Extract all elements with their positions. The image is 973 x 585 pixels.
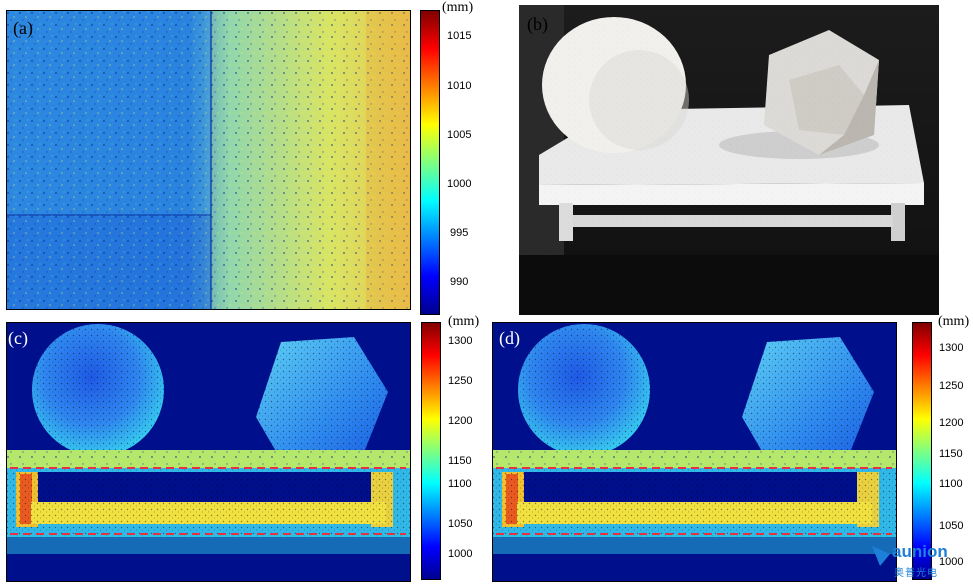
colorbar-top-unit: (mm): [442, 0, 474, 15]
colorbar-top-tick: 1010: [447, 80, 472, 92]
colorbar-c: [421, 322, 441, 580]
panel-a-depth-map: [6, 10, 411, 310]
watermark-logo: aunion 奥普光电: [872, 540, 972, 584]
colorbar-d-tick: 1150: [939, 448, 963, 460]
colorbar-d: [912, 322, 932, 580]
colorbar-c-tick: 1100: [448, 478, 472, 490]
colorbar-top-tick: 995: [450, 227, 469, 239]
colorbar-top-tick: 990: [450, 276, 469, 288]
colorbar-d-tick: 1000: [939, 556, 964, 568]
colorbar-d-unit: (mm): [938, 314, 970, 329]
colorbar-top: [420, 10, 440, 315]
panel-d-depth-map: [492, 322, 897, 582]
colorbar-c-tick: 1250: [448, 375, 473, 387]
colorbar-top-tick: 1015: [447, 30, 472, 42]
colorbar-d-tick: 1300: [939, 342, 964, 354]
colorbar-top-tick: 1005: [447, 129, 472, 141]
colorbar-c-tick: 1300: [448, 335, 473, 347]
panel-a-label: (a): [13, 18, 33, 38]
panel-c-depth-map: [6, 322, 411, 582]
watermark-arrow-icon: [872, 546, 890, 566]
colorbar-d-tick: 1250: [939, 380, 964, 392]
colorbar-d-tick: 1100: [939, 478, 963, 490]
watermark-brand: aunion: [892, 542, 948, 561]
colorbar-top-tick: 1000: [447, 178, 472, 190]
colorbar-c-unit: (mm): [448, 314, 480, 329]
panel-d-label: (d): [499, 328, 520, 348]
colorbar-d-tick: 1050: [939, 520, 964, 532]
panel-b-photo: [519, 5, 939, 315]
panel-c-label: (c): [8, 328, 28, 348]
colorbar-c-tick: 1000: [448, 548, 473, 560]
colorbar-c-tick: 1200: [448, 415, 473, 427]
colorbar-c-tick: 1150: [448, 455, 472, 467]
colorbar-d-tick: 1200: [939, 417, 964, 429]
watermark-sub: 奥普光电: [894, 568, 938, 579]
colorbar-c-tick: 1050: [448, 518, 473, 530]
panel-b-label: (b): [527, 14, 548, 34]
